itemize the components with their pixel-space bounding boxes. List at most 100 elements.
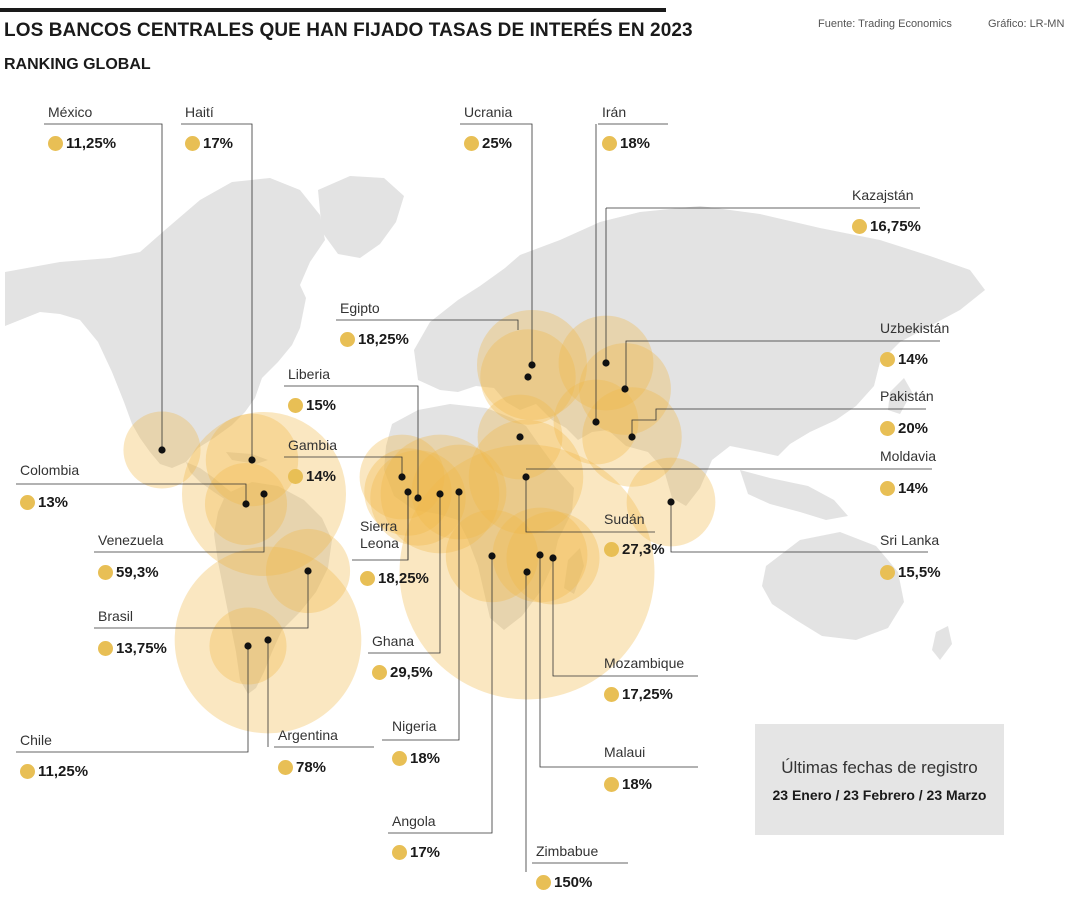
country-name-nigeria: Nigeria: [392, 718, 437, 734]
leader-line-mozambique: [552, 558, 698, 677]
madagascar-land: [564, 548, 584, 594]
point-sudan: [522, 473, 530, 481]
country-name-gambia: Gambia: [288, 437, 338, 453]
rate-marker-icon: [48, 136, 63, 151]
point-angola: [488, 552, 496, 560]
country-name-argentina: Argentina: [278, 727, 338, 743]
country-name-angola: Angola: [392, 813, 436, 829]
leader-line-venezuela: [94, 494, 265, 553]
rate-value: 14%: [898, 480, 929, 497]
point-moldavia: [516, 433, 524, 441]
point-ghana: [436, 490, 444, 498]
point-egipto: [524, 373, 532, 381]
point-colombia: [242, 500, 250, 508]
point-mexico: [158, 446, 166, 454]
uk-land: [428, 316, 448, 352]
rate-marker-icon: [288, 398, 303, 413]
caribbean-land: [226, 452, 268, 464]
rate-value: 16,75%: [870, 218, 921, 235]
rate-value: 18%: [622, 776, 653, 793]
rate-value: 14%: [306, 468, 337, 485]
rate-marker-icon: [852, 219, 867, 234]
country-name-haiti: Haití: [185, 104, 214, 120]
leader-line-egipto: [336, 319, 519, 330]
rate-marker-icon: [360, 571, 375, 586]
point-venezuela: [260, 490, 268, 498]
point-chile: [244, 642, 252, 650]
country-name-iran: Irán: [602, 104, 627, 120]
rate-marker-icon: [98, 565, 113, 580]
source-note: Fuente: Trading Economics: [818, 18, 952, 30]
rate-value: 14%: [898, 351, 929, 368]
point-kazajstan: [621, 385, 629, 393]
japan-land: [888, 378, 912, 414]
leader-line-gambia: [284, 456, 403, 477]
page-title: LOS BANCOS CENTRALES QUE HAN FIJADO TASA…: [4, 20, 693, 41]
new-zealand-land: [932, 626, 952, 660]
country-name-mozambique: Mozambique: [604, 655, 685, 671]
rate-value: 27,3%: [622, 541, 665, 558]
rate-value: 78%: [296, 759, 327, 776]
rate-value: 13%: [38, 494, 69, 511]
point-pakistan: [628, 433, 636, 441]
eurasia-land: [414, 206, 985, 506]
leader-line-chile: [16, 646, 249, 753]
country-name-ghana: Ghana: [372, 633, 415, 649]
rate-marker-icon: [392, 845, 407, 860]
country-name-ucrania: Ucrania: [464, 104, 513, 120]
point-nigeria: [455, 488, 463, 496]
country-name-mexico: México: [48, 104, 93, 120]
country-name-sierra-leona: Sierra Leona: [360, 518, 399, 551]
rate-value: 25%: [482, 135, 513, 152]
country-name-chile: Chile: [20, 732, 52, 748]
leader-line-angola: [388, 556, 493, 834]
point-zimbabue: [523, 568, 531, 576]
country-name-malaui: Malaui: [604, 744, 646, 760]
title-rule: [0, 8, 666, 12]
rate-marker-icon: [880, 421, 895, 436]
country-name-zimbabue: Zimbabue: [536, 843, 599, 859]
australia-land: [762, 532, 904, 640]
rate-marker-icon: [880, 565, 895, 580]
point-argentina: [264, 636, 272, 644]
rate-marker-icon: [20, 764, 35, 779]
leader-line-liberia: [284, 385, 419, 498]
rate-value: 18,25%: [358, 331, 409, 348]
leader-line-brasil: [94, 571, 309, 629]
country-name-kazajstan: Kazajstán: [852, 187, 914, 203]
leader-line-colombia: [16, 483, 247, 504]
point-gambia: [398, 473, 406, 481]
point-haiti: [248, 456, 256, 464]
rate-marker-icon: [20, 495, 35, 510]
page-subtitle: RANKING GLOBAL: [4, 56, 151, 73]
leader-line-sudan: [525, 477, 655, 533]
rate-value: 18%: [410, 750, 441, 767]
rate-marker-icon: [604, 777, 619, 792]
north-america-land: [5, 178, 325, 468]
location-points: [158, 359, 675, 650]
rate-value: 17,25%: [622, 686, 673, 703]
point-sierra-leona: [414, 494, 422, 502]
rate-marker-icon: [536, 875, 551, 890]
info-box: Últimas fechas de registro 23 Enero / 23…: [755, 724, 1004, 835]
leader-line-malaui: [539, 555, 698, 768]
rate-marker-icon: [464, 136, 479, 151]
point-sri-lanka: [667, 498, 675, 506]
se-asia-land: [740, 470, 848, 520]
rate-marker-icon: [602, 136, 617, 151]
country-name-sudan: Sudán: [604, 511, 645, 527]
rate-value: 20%: [898, 420, 929, 437]
rate-marker-icon: [392, 751, 407, 766]
rate-marker-icon: [185, 136, 200, 151]
rate-value: 13,75%: [116, 640, 167, 657]
point-brasil: [304, 567, 312, 575]
point-ucrania: [528, 361, 536, 369]
leader-line-haiti: [181, 123, 253, 460]
country-name-venezuela: Venezuela: [98, 532, 164, 548]
rate-marker-icon: [340, 332, 355, 347]
rate-value: 11,25%: [38, 763, 89, 780]
point-mozambique: [549, 554, 557, 562]
rate-value: 18%: [620, 135, 651, 152]
country-name-colombia: Colombia: [20, 462, 80, 478]
